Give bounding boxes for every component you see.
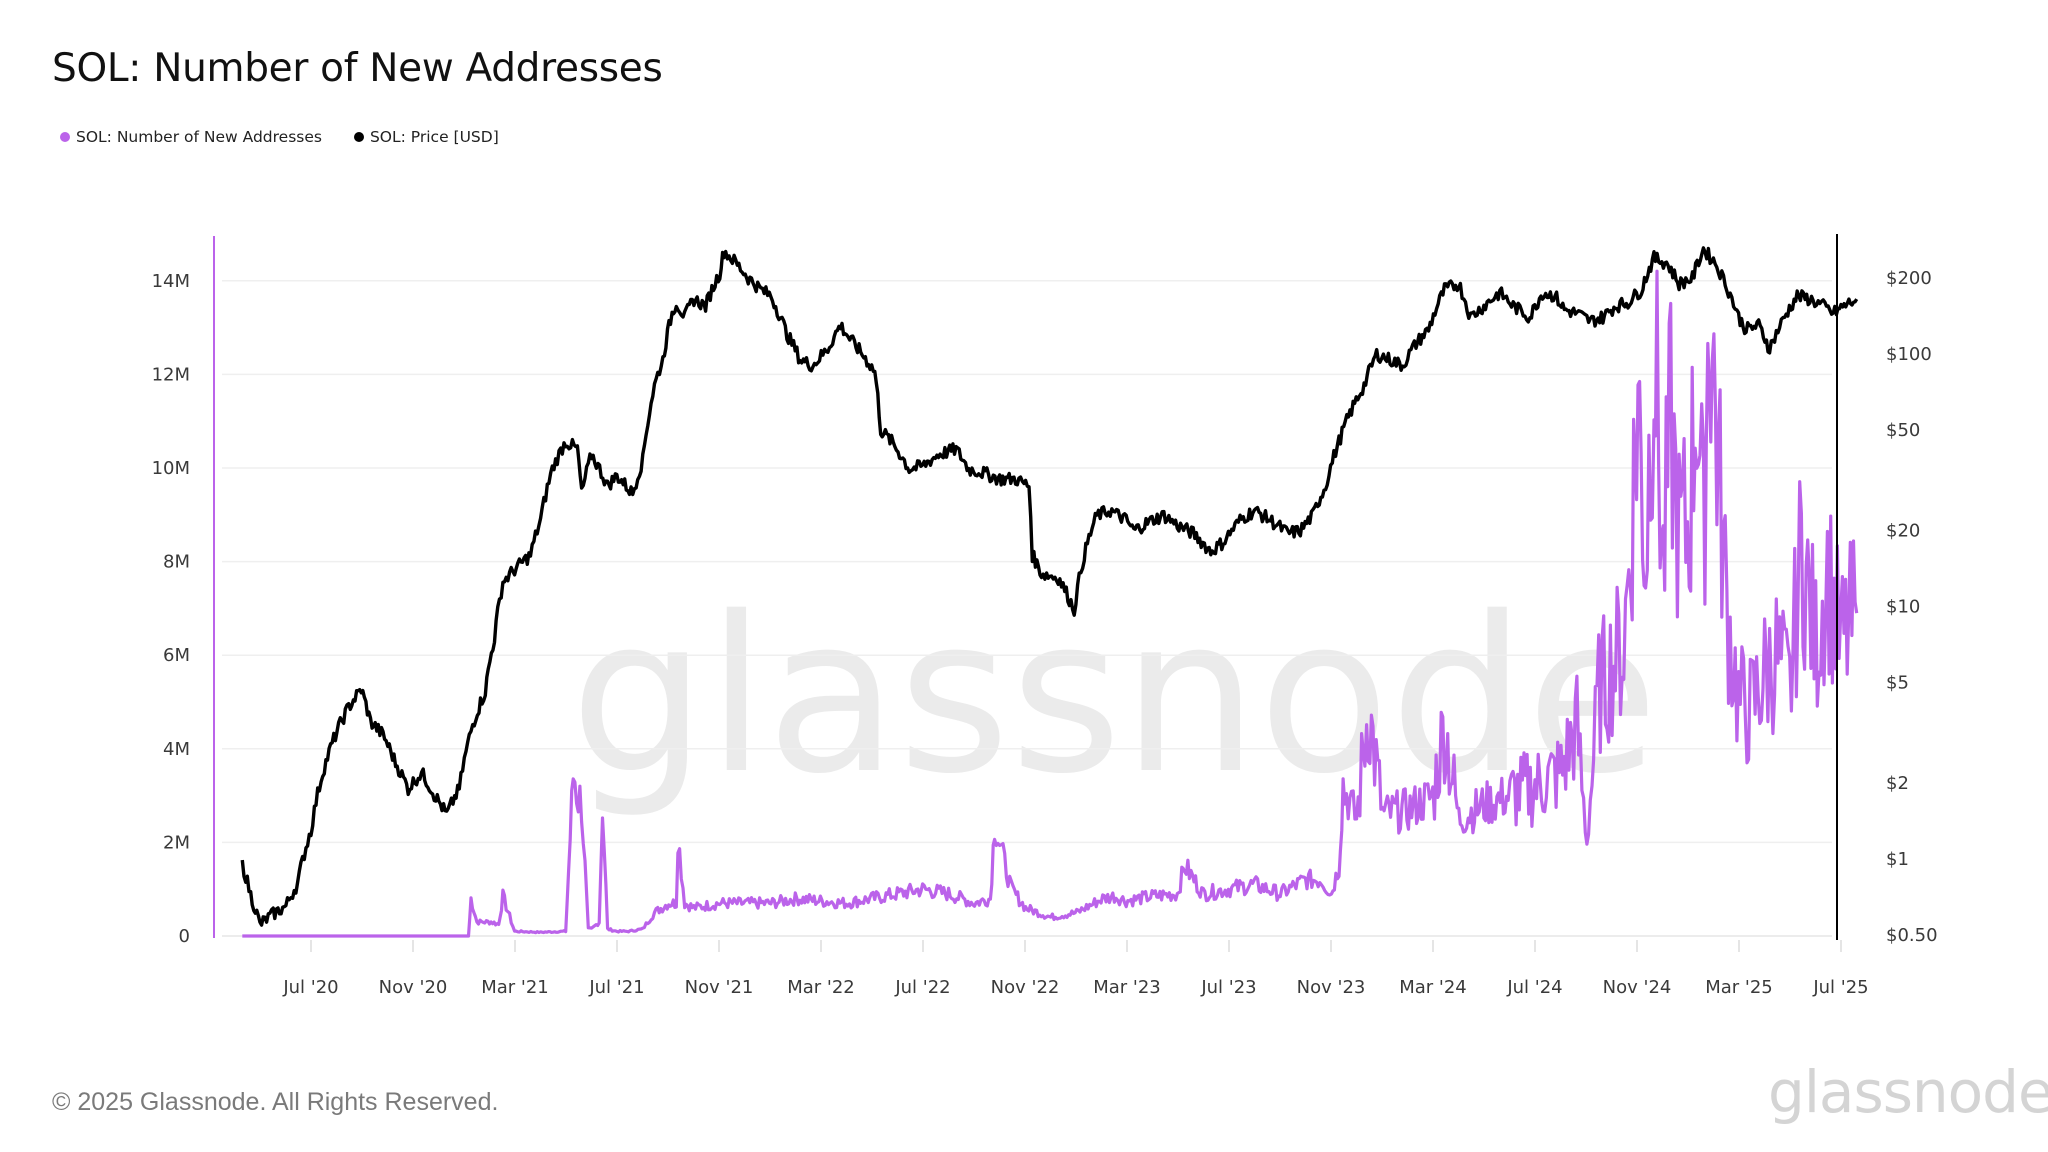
legend-item-price[interactable]: SOL: Price [USD] xyxy=(353,128,499,146)
x-tick-label: Jul '25 xyxy=(1812,977,1868,998)
y-left-tick-label: 6M xyxy=(163,645,190,666)
x-tick-label: Mar '25 xyxy=(1705,977,1773,998)
x-axis: Jul '20 Nov '20 Mar '21 Jul '21 Nov '21 Mar '… xyxy=(282,940,1869,998)
y-right-tick-label: $20 xyxy=(1886,520,1920,541)
y-right-tick-label: $2 xyxy=(1886,773,1909,794)
x-tick-label: Mar '23 xyxy=(1093,977,1161,998)
y-left-tick-label: 2M xyxy=(163,832,190,853)
legend-dot-icon xyxy=(60,132,70,142)
x-tick-label: Jul '24 xyxy=(1506,977,1562,998)
y-axis-left: 0 2M 4M 6M 8M 10M 12M 14M xyxy=(152,271,190,947)
y-right-tick-label: $50 xyxy=(1886,420,1920,441)
x-tick-label: Jul '20 xyxy=(282,977,338,998)
x-tick-label: Mar '24 xyxy=(1399,977,1467,998)
price-line xyxy=(240,246,1859,927)
x-tick-label: Nov '23 xyxy=(1297,977,1366,998)
y-right-tick-label: $10 xyxy=(1886,597,1920,618)
y-left-tick-label: 0 xyxy=(179,926,190,947)
glassnode-logo: glassnode xyxy=(1768,1058,2048,1126)
y-right-tick-label: $200 xyxy=(1886,268,1932,289)
x-tick-label: Nov '24 xyxy=(1603,977,1672,998)
y-right-tick-label: $1 xyxy=(1886,849,1909,870)
y-left-tick-label: 4M xyxy=(163,739,190,760)
y-left-tick-label: 14M xyxy=(152,271,190,292)
y-left-tick-label: 8M xyxy=(163,552,190,573)
x-tick-label: Mar '22 xyxy=(787,977,855,998)
legend-label-new-addresses: SOL: Number of New Addresses xyxy=(76,128,322,146)
legend: SOL: Number of New Addresses SOL: Price … xyxy=(60,128,499,146)
legend-label-price: SOL: Price [USD] xyxy=(369,128,499,146)
page-title: SOL: Number of New Addresses xyxy=(52,46,663,91)
x-tick-label: Mar '21 xyxy=(481,977,549,998)
x-tick-label: Jul '21 xyxy=(588,977,644,998)
x-tick-label: Jul '23 xyxy=(1200,977,1256,998)
x-tick-label: Nov '21 xyxy=(685,977,754,998)
y-left-tick-label: 12M xyxy=(152,364,190,385)
x-tick-label: Jul '22 xyxy=(894,977,950,998)
y-axis-right: $0.50 $1 $2 $5 $10 $20 $50 $100 $200 xyxy=(1886,268,1938,946)
x-tick-label: Nov '20 xyxy=(379,977,448,998)
y-right-tick-label: $100 xyxy=(1886,344,1932,365)
legend-dot-icon xyxy=(353,132,364,142)
watermark: glassnode xyxy=(570,570,1659,821)
y-left-tick-label: 10M xyxy=(152,458,190,479)
copyright: © 2025 Glassnode. All Rights Reserved. xyxy=(52,1088,499,1116)
legend-item-new-addresses[interactable]: SOL: Number of New Addresses xyxy=(60,128,322,146)
new-addresses-line xyxy=(242,269,1859,938)
x-tick-label: Nov '22 xyxy=(991,977,1060,998)
y-right-tick-label: $5 xyxy=(1886,673,1909,694)
y-right-tick-label: $0.50 xyxy=(1886,925,1938,946)
